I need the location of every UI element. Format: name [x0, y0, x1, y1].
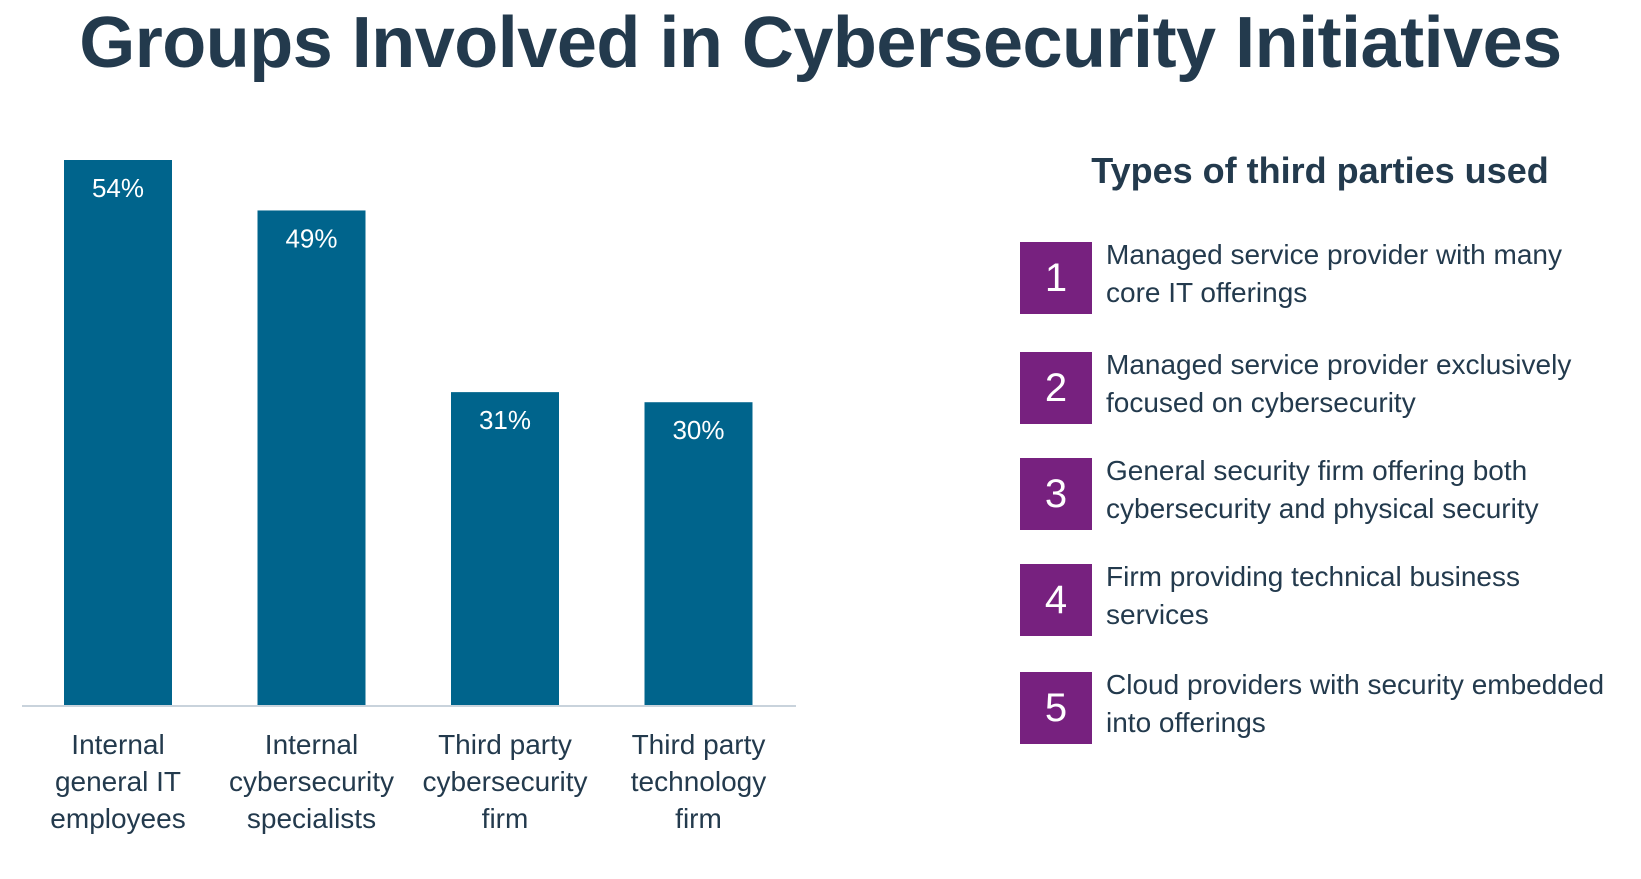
third-party-type-item: 5 Cloud providers with security embedded… [1020, 669, 1620, 744]
third-party-type-text: General security firm offering both cybe… [1106, 455, 1539, 524]
category-label-line: specialists [247, 803, 376, 834]
category-label: Third party technology firm [631, 729, 766, 834]
bar-value-label: 49% [285, 223, 337, 253]
category-label: Internal general IT employees [50, 729, 185, 834]
third-party-type-text: Firm providing technical business servic… [1106, 561, 1520, 630]
bar-value-label: 54% [92, 173, 144, 203]
number-badge: 2 [1020, 352, 1092, 424]
third-party-type-text: Managed service provider with many core … [1106, 239, 1562, 308]
category-label: Third party cybersecurity firm [423, 729, 588, 834]
category-label-line: Third party [438, 729, 572, 760]
number-badge: 1 [1020, 242, 1092, 314]
page-title: Groups Involved in Cybersecurity Initiat… [79, 3, 1562, 83]
category-label-line: firm [675, 803, 722, 834]
category-label-line: Third party [632, 729, 766, 760]
bar-value-label: 31% [479, 405, 531, 435]
bar [257, 210, 366, 706]
number-badge: 3 [1020, 458, 1092, 530]
bar [64, 160, 172, 705]
category-label: Internal cybersecurity specialists [229, 729, 394, 834]
bars-layer [64, 160, 753, 706]
category-label-line: cybersecurity [423, 766, 588, 797]
third-party-type-item: 2 Managed service provider exclusively f… [1020, 349, 1620, 424]
bar-value-label: 30% [672, 415, 724, 445]
category-label-line: cybersecurity [229, 766, 394, 797]
category-label-line: technology [631, 766, 766, 797]
third-party-types-heading: Types of third parties used [1091, 150, 1549, 191]
third-party-type-text: Cloud providers with security embedded i… [1106, 669, 1605, 738]
third-party-type-text: Managed service provider exclusively foc… [1106, 349, 1572, 418]
category-label-line: Internal [71, 729, 164, 760]
third-party-type-item: 1 Managed service provider with many cor… [1020, 239, 1620, 314]
category-label-line: Internal [265, 729, 358, 760]
bar [451, 392, 559, 705]
bar-chart: 54% 49% 31% 30% Internal general IT employees… [22, 160, 796, 834]
bar-labels-layer: 54% 49% 31% 30% [92, 173, 725, 445]
category-label-line: employees [50, 803, 185, 834]
third-party-type-item: 3 General security firm offering both cy… [1020, 455, 1620, 530]
category-label-line: firm [482, 803, 529, 834]
category-labels-layer: Internal general IT employees Internal cyber… [50, 729, 766, 834]
number-badge: 4 [1020, 564, 1092, 636]
number-badge: 5 [1020, 672, 1092, 744]
category-label-line: general IT [55, 766, 181, 797]
third-party-type-item: 4 Firm providing technical business serv… [1020, 561, 1620, 636]
bar [644, 402, 753, 705]
